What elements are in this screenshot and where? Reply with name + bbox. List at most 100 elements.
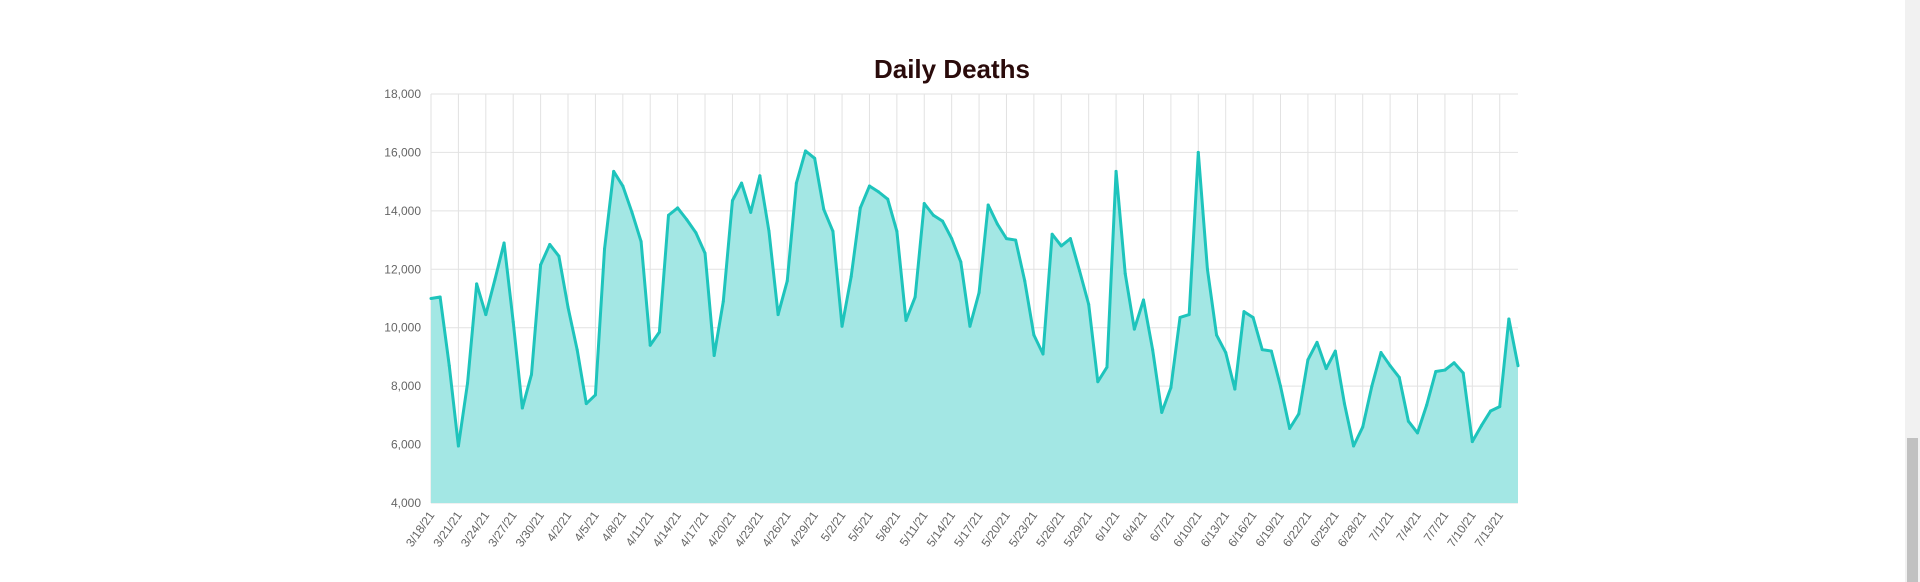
data-point — [1105, 365, 1109, 369]
data-point — [986, 203, 990, 207]
chart-title: Daily Deaths — [874, 54, 1030, 84]
data-point — [447, 364, 451, 368]
data-point — [1169, 386, 1173, 390]
data-point — [895, 229, 899, 233]
data-point — [1434, 370, 1438, 374]
data-point — [749, 210, 753, 214]
data-point — [1160, 410, 1164, 414]
data-point — [1315, 340, 1319, 344]
x-tick-label: 6/1/21 — [1092, 508, 1123, 544]
data-point — [1123, 272, 1127, 276]
scrollbar-track[interactable] — [1905, 0, 1920, 582]
y-tick-label: 6,000 — [391, 438, 421, 452]
data-point — [1087, 302, 1091, 306]
data-point — [1032, 333, 1036, 337]
data-point — [1516, 364, 1520, 368]
data-point — [1178, 315, 1182, 319]
data-point — [1379, 351, 1383, 355]
data-point — [529, 372, 533, 376]
data-point — [539, 263, 543, 267]
data-point — [475, 282, 479, 286]
data-point — [1425, 403, 1429, 407]
data-point — [1114, 169, 1118, 173]
data-point — [1205, 267, 1209, 271]
data-point — [1489, 409, 1493, 413]
data-point — [1233, 387, 1237, 391]
data-point — [1078, 269, 1082, 273]
data-point — [703, 251, 707, 255]
data-point — [694, 231, 698, 235]
data-point — [1333, 349, 1337, 353]
data-point — [1470, 440, 1474, 444]
data-point — [438, 295, 442, 299]
data-point — [858, 206, 862, 210]
data-point — [1479, 424, 1483, 428]
y-tick-label: 18,000 — [384, 87, 421, 101]
data-point — [1406, 419, 1410, 423]
data-point — [867, 184, 871, 188]
data-point — [813, 156, 817, 160]
data-point — [1498, 405, 1502, 409]
data-point — [603, 247, 607, 251]
y-axis-tick-labels: 4,000 6,000 8,000 10,000 12,000 14,000 16,000 1… — [384, 87, 421, 510]
data-point — [1141, 298, 1145, 302]
data-point — [557, 254, 561, 258]
scrollbar-thumb[interactable] — [1907, 438, 1918, 582]
data-point — [1260, 348, 1264, 352]
data-point — [712, 353, 716, 357]
data-point — [831, 229, 835, 233]
data-point — [785, 279, 789, 283]
x-axis-tick-labels: 3/18/213/21/213/24/213/27/213/30/214/2/2… — [403, 508, 1506, 549]
data-point — [822, 207, 826, 211]
data-point — [1507, 317, 1511, 321]
data-point — [1297, 412, 1301, 416]
data-points — [429, 149, 1520, 448]
data-point — [886, 197, 890, 201]
data-point — [1251, 315, 1255, 319]
data-point — [1014, 238, 1018, 242]
data-point — [1279, 384, 1283, 388]
data-point — [849, 275, 853, 279]
data-point — [612, 169, 616, 173]
data-point — [1132, 327, 1136, 331]
data-point — [977, 291, 981, 295]
data-point — [429, 297, 433, 300]
data-point — [1461, 371, 1465, 375]
x-tick-label: 7/1/21 — [1366, 508, 1397, 544]
data-point — [1443, 368, 1447, 372]
data-point — [804, 149, 808, 153]
y-tick-label: 14,000 — [384, 204, 421, 218]
data-point — [548, 242, 552, 246]
data-point — [1068, 237, 1072, 241]
data-point — [1224, 351, 1228, 355]
data-point — [593, 393, 597, 397]
data-point — [566, 305, 570, 309]
x-tick-label: 7/4/21 — [1393, 508, 1424, 544]
data-point — [639, 240, 643, 244]
data-point — [575, 348, 579, 352]
data-point — [493, 278, 497, 282]
data-point — [968, 324, 972, 328]
data-point — [840, 324, 844, 328]
y-tick-label: 10,000 — [384, 321, 421, 335]
data-point — [1096, 380, 1100, 384]
data-point — [1370, 384, 1374, 388]
data-point — [1269, 349, 1273, 353]
data-point — [511, 320, 515, 324]
data-point — [1196, 150, 1200, 154]
data-point — [1397, 375, 1401, 379]
data-point — [721, 299, 725, 303]
x-tick-label: 6/28/21 — [1335, 508, 1370, 549]
data-point — [950, 237, 954, 241]
y-tick-label: 8,000 — [391, 379, 421, 393]
data-point — [676, 206, 680, 210]
data-point — [941, 219, 945, 223]
data-point — [776, 313, 780, 317]
data-point — [1050, 232, 1054, 236]
data-point — [922, 202, 926, 206]
y-tick-label: 4,000 — [391, 496, 421, 510]
data-point — [1023, 279, 1027, 283]
data-point — [621, 184, 625, 188]
